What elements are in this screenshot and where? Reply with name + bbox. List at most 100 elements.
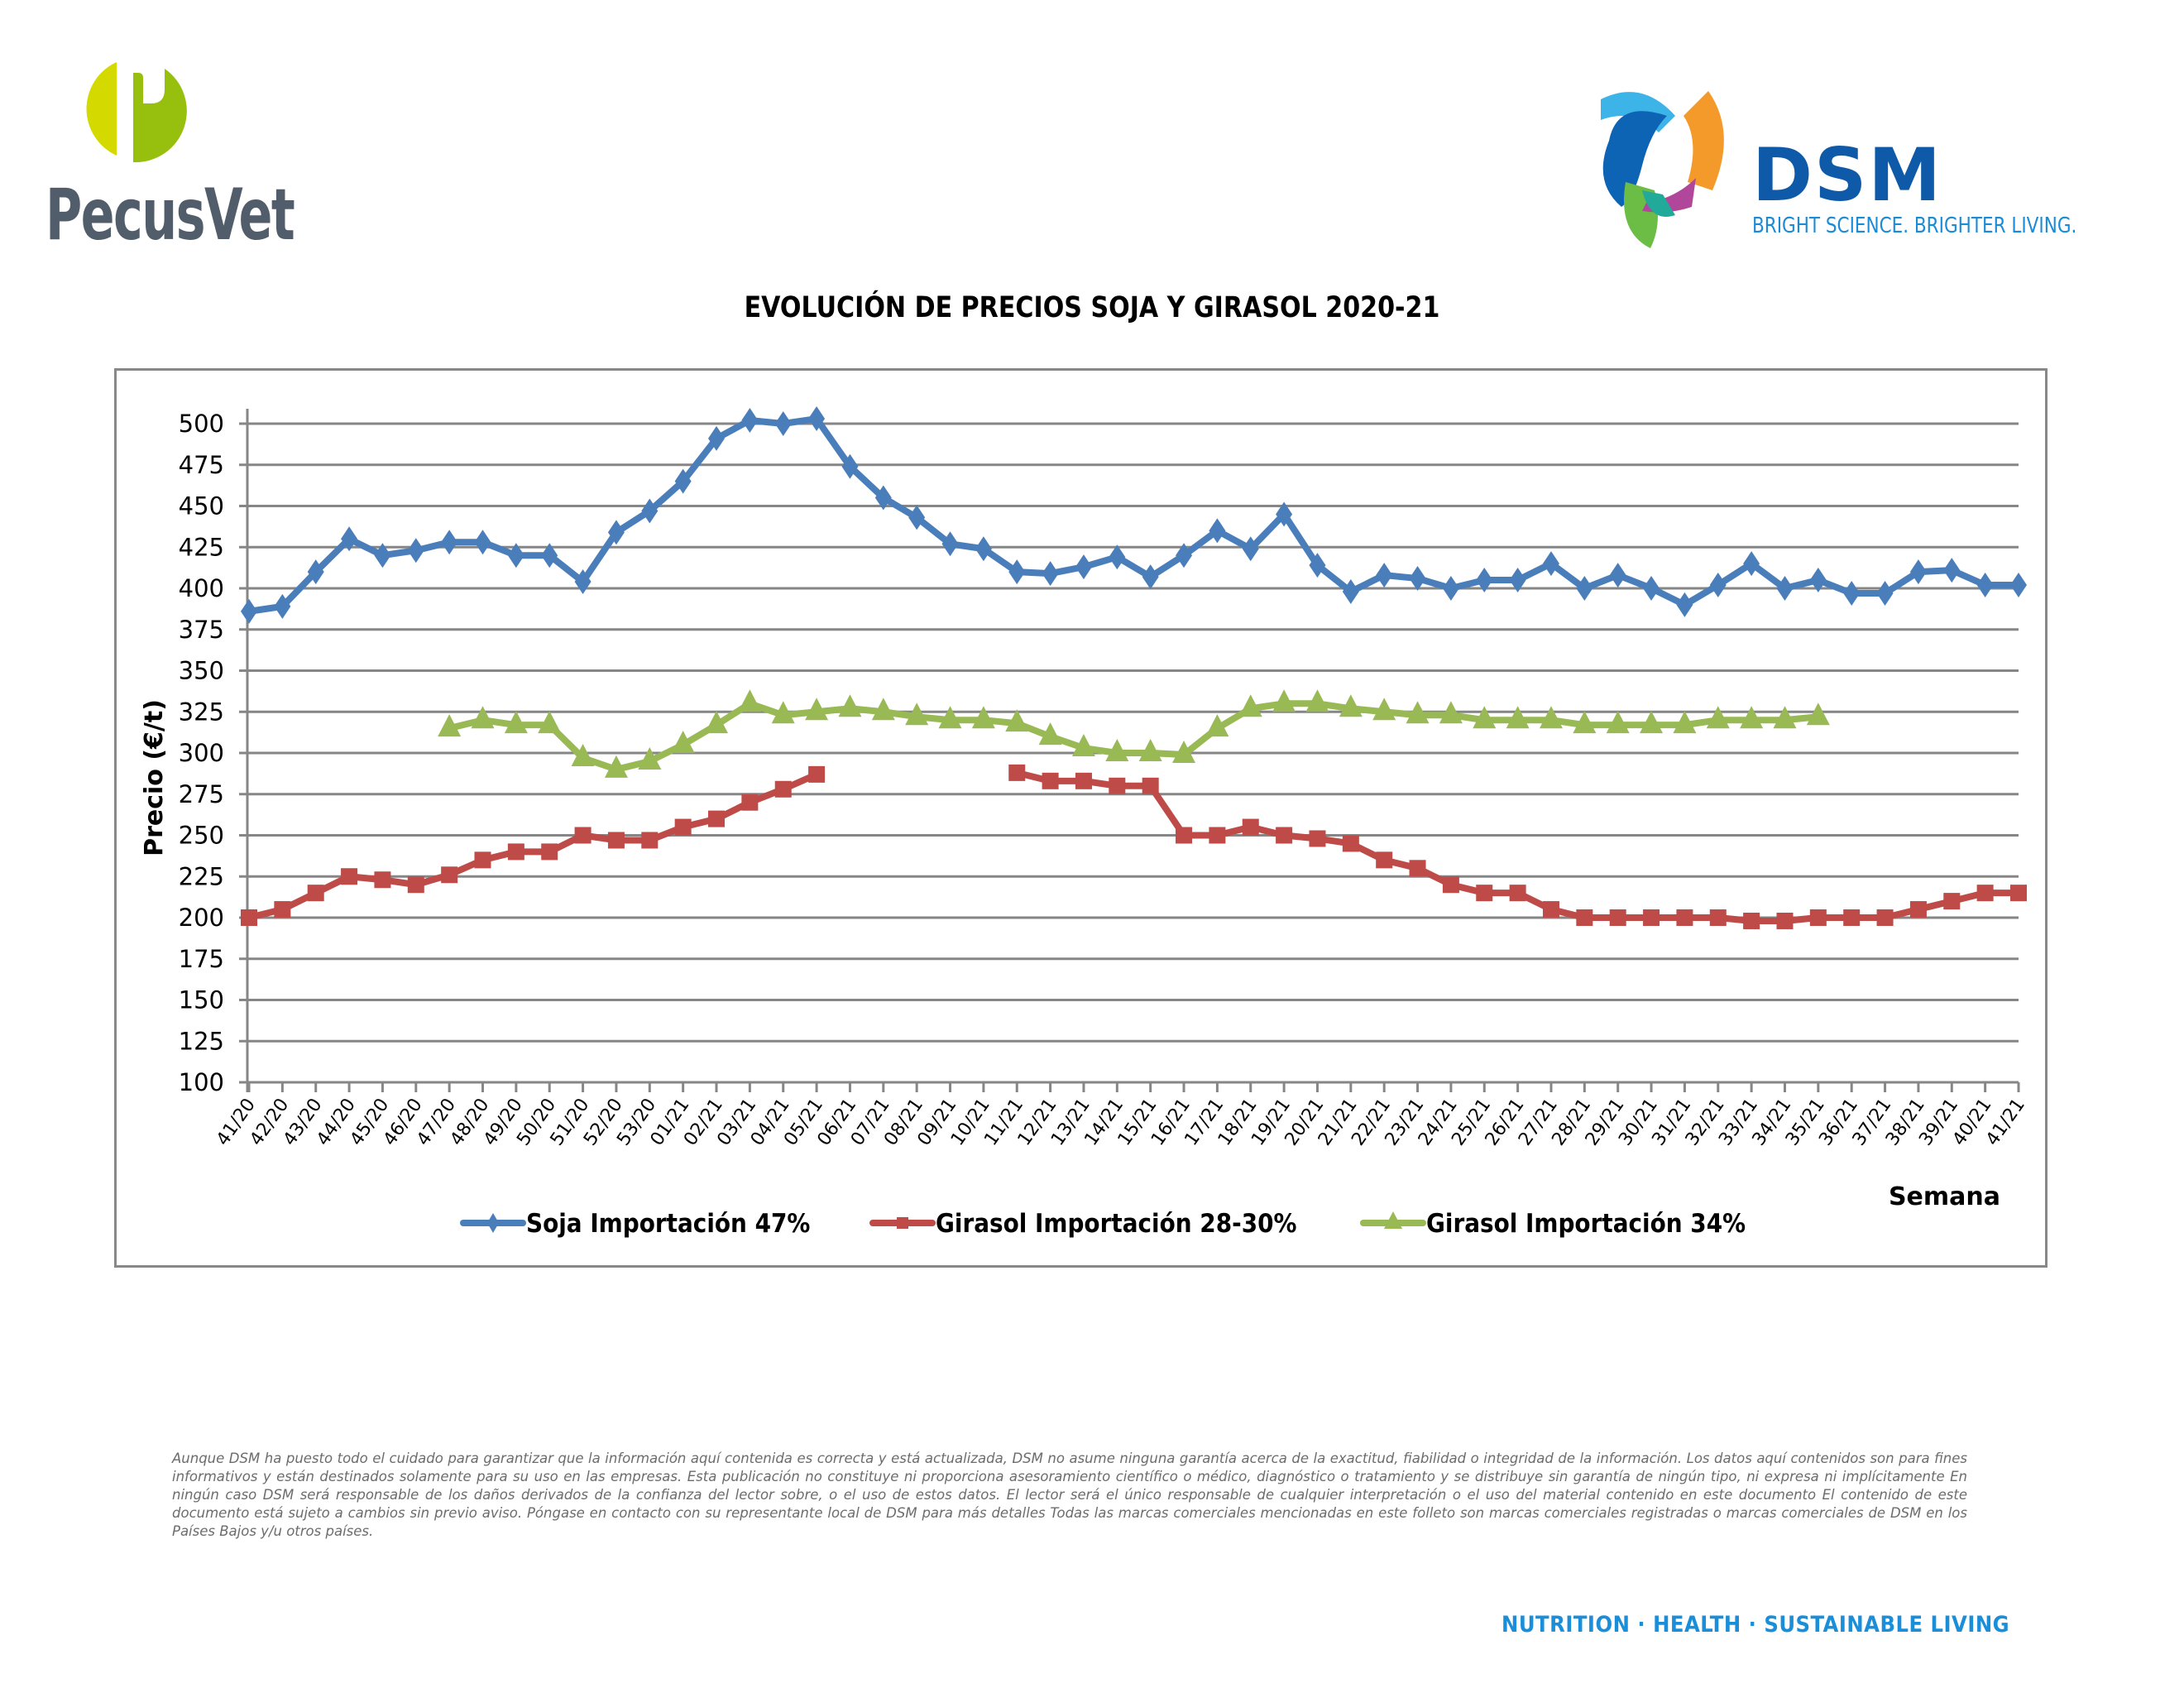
data-point-girasol-34 xyxy=(1205,714,1229,737)
data-point-soja-47 xyxy=(1008,559,1026,585)
data-point-soja-47 xyxy=(1976,573,1994,598)
data-point-girasol-34 xyxy=(638,746,662,770)
data-point-soja-47 xyxy=(941,531,959,557)
data-point-soja-47 xyxy=(1142,564,1159,590)
y-tick-label: 125 xyxy=(179,1027,224,1055)
data-point-soja-47 xyxy=(1242,536,1259,562)
data-point-girasol-28-30 xyxy=(808,765,826,783)
data-point-girasol-28-30 xyxy=(1008,764,1026,781)
y-tick-label: 175 xyxy=(179,945,224,973)
data-point-girasol-34 xyxy=(1506,706,1530,729)
data-point-girasol-34 xyxy=(1806,703,1830,726)
data-point-girasol-28-30 xyxy=(307,885,324,902)
data-point-soja-47 xyxy=(908,505,926,530)
data-point-girasol-28-30 xyxy=(1676,909,1693,926)
legend-item-girasol-28-30: Girasol Importación 28-30% xyxy=(869,1209,1297,1239)
legend-item-girasol-34: Girasol Importación 34% xyxy=(1360,1209,1746,1239)
data-point-girasol-34 xyxy=(971,706,995,729)
data-point-girasol-34 xyxy=(438,714,462,737)
data-point-girasol-34 xyxy=(905,703,929,726)
legal-disclaimer: Aunque DSM ha puesto todo el cuidado par… xyxy=(172,1451,1967,1539)
data-point-soja-47 xyxy=(1209,518,1226,544)
legend-label: Girasol Importación 34% xyxy=(1426,1209,1746,1239)
data-point-girasol-28-30 xyxy=(607,832,625,849)
data-point-girasol-34 xyxy=(504,711,528,734)
chart-title: EVOLUCIÓN DE PRECIOS SOJA Y GIRASOL 2020… xyxy=(744,291,1440,324)
data-point-girasol-34 xyxy=(1372,698,1396,721)
series-line-girasol-28-30 xyxy=(248,771,818,921)
data-point-girasol-34 xyxy=(1439,701,1463,724)
legend-label: Girasol Importación 28-30% xyxy=(936,1209,1297,1239)
data-point-girasol-28-30 xyxy=(1542,901,1559,918)
data-point-soja-47 xyxy=(1109,544,1126,570)
y-tick-label: 425 xyxy=(179,533,224,561)
data-point-girasol-34 xyxy=(771,701,795,724)
data-point-girasol-28-30 xyxy=(1743,912,1760,929)
data-point-soja-47 xyxy=(774,411,792,436)
data-point-girasol-34 xyxy=(1172,740,1196,763)
data-point-girasol-28-30 xyxy=(1476,885,1493,902)
y-tick-label: 400 xyxy=(179,574,224,602)
data-point-girasol-28-30 xyxy=(674,818,692,836)
legend-label: Soja Importación 47% xyxy=(526,1209,810,1239)
y-tick-label: 450 xyxy=(179,492,224,520)
y-tick-label: 100 xyxy=(179,1068,224,1096)
data-point-soja-47 xyxy=(474,530,491,555)
y-tick-label: 500 xyxy=(179,410,224,438)
data-point-girasol-28-30 xyxy=(1809,909,1827,926)
data-point-soja-47 xyxy=(407,538,424,563)
data-point-girasol-34 xyxy=(838,694,862,717)
legend-item-soja-47: Soja Importación 47% xyxy=(460,1209,810,1239)
data-point-soja-47 xyxy=(1542,551,1559,577)
y-tick-label: 225 xyxy=(179,862,224,890)
y-tick-label: 250 xyxy=(179,822,224,850)
data-point-soja-47 xyxy=(1843,580,1861,606)
y-tick-label: 150 xyxy=(179,986,224,1014)
data-point-girasol-34 xyxy=(1539,706,1563,729)
data-point-soja-47 xyxy=(341,526,358,552)
dsm-logo-icon xyxy=(1601,91,1724,248)
data-point-girasol-28-30 xyxy=(1943,893,1961,910)
data-point-girasol-28-30 xyxy=(1843,909,1861,926)
data-point-girasol-28-30 xyxy=(574,827,592,844)
data-point-girasol-34 xyxy=(805,698,829,721)
data-point-girasol-34 xyxy=(604,755,628,778)
data-point-girasol-34 xyxy=(1339,694,1363,717)
y-tick-label: 350 xyxy=(179,657,224,685)
legend-marker-icon xyxy=(487,1213,499,1233)
data-point-girasol-28-30 xyxy=(507,843,524,861)
data-point-soja-47 xyxy=(541,543,558,568)
data-point-girasol-34 xyxy=(871,698,895,721)
data-point-girasol-34 xyxy=(1138,739,1162,761)
data-point-girasol-28-30 xyxy=(1142,777,1159,794)
data-point-soja-47 xyxy=(1442,576,1459,601)
data-point-girasol-34 xyxy=(1272,689,1296,712)
data-point-girasol-34 xyxy=(1071,734,1095,757)
data-point-soja-47 xyxy=(641,498,659,524)
data-point-soja-47 xyxy=(808,406,826,432)
data-point-girasol-28-30 xyxy=(1042,772,1059,789)
data-point-soja-47 xyxy=(1676,592,1693,617)
data-point-girasol-28-30 xyxy=(1276,827,1293,844)
data-point-girasol-28-30 xyxy=(2010,885,2027,902)
data-point-soja-47 xyxy=(1909,559,1927,585)
data-point-soja-47 xyxy=(1042,561,1059,587)
data-point-girasol-28-30 xyxy=(1643,909,1660,926)
data-point-girasol-34 xyxy=(938,706,962,729)
data-point-soja-47 xyxy=(1075,554,1092,580)
data-point-girasol-34 xyxy=(1105,739,1129,761)
data-point-soja-47 xyxy=(1376,563,1393,588)
data-point-girasol-28-30 xyxy=(407,876,424,894)
data-point-soja-47 xyxy=(1176,543,1193,568)
data-point-soja-47 xyxy=(708,425,726,451)
data-point-girasol-28-30 xyxy=(1376,851,1393,869)
data-point-girasol-28-30 xyxy=(1609,909,1626,926)
data-point-girasol-34 xyxy=(1038,722,1062,746)
data-point-soja-47 xyxy=(1409,566,1426,592)
data-point-soja-47 xyxy=(741,408,759,434)
data-point-girasol-28-30 xyxy=(541,843,558,861)
data-point-girasol-34 xyxy=(1673,711,1697,734)
x-axis-title: Semana xyxy=(1889,1182,2000,1211)
data-point-girasol-28-30 xyxy=(1976,885,1994,902)
data-point-girasol-28-30 xyxy=(1209,827,1226,844)
